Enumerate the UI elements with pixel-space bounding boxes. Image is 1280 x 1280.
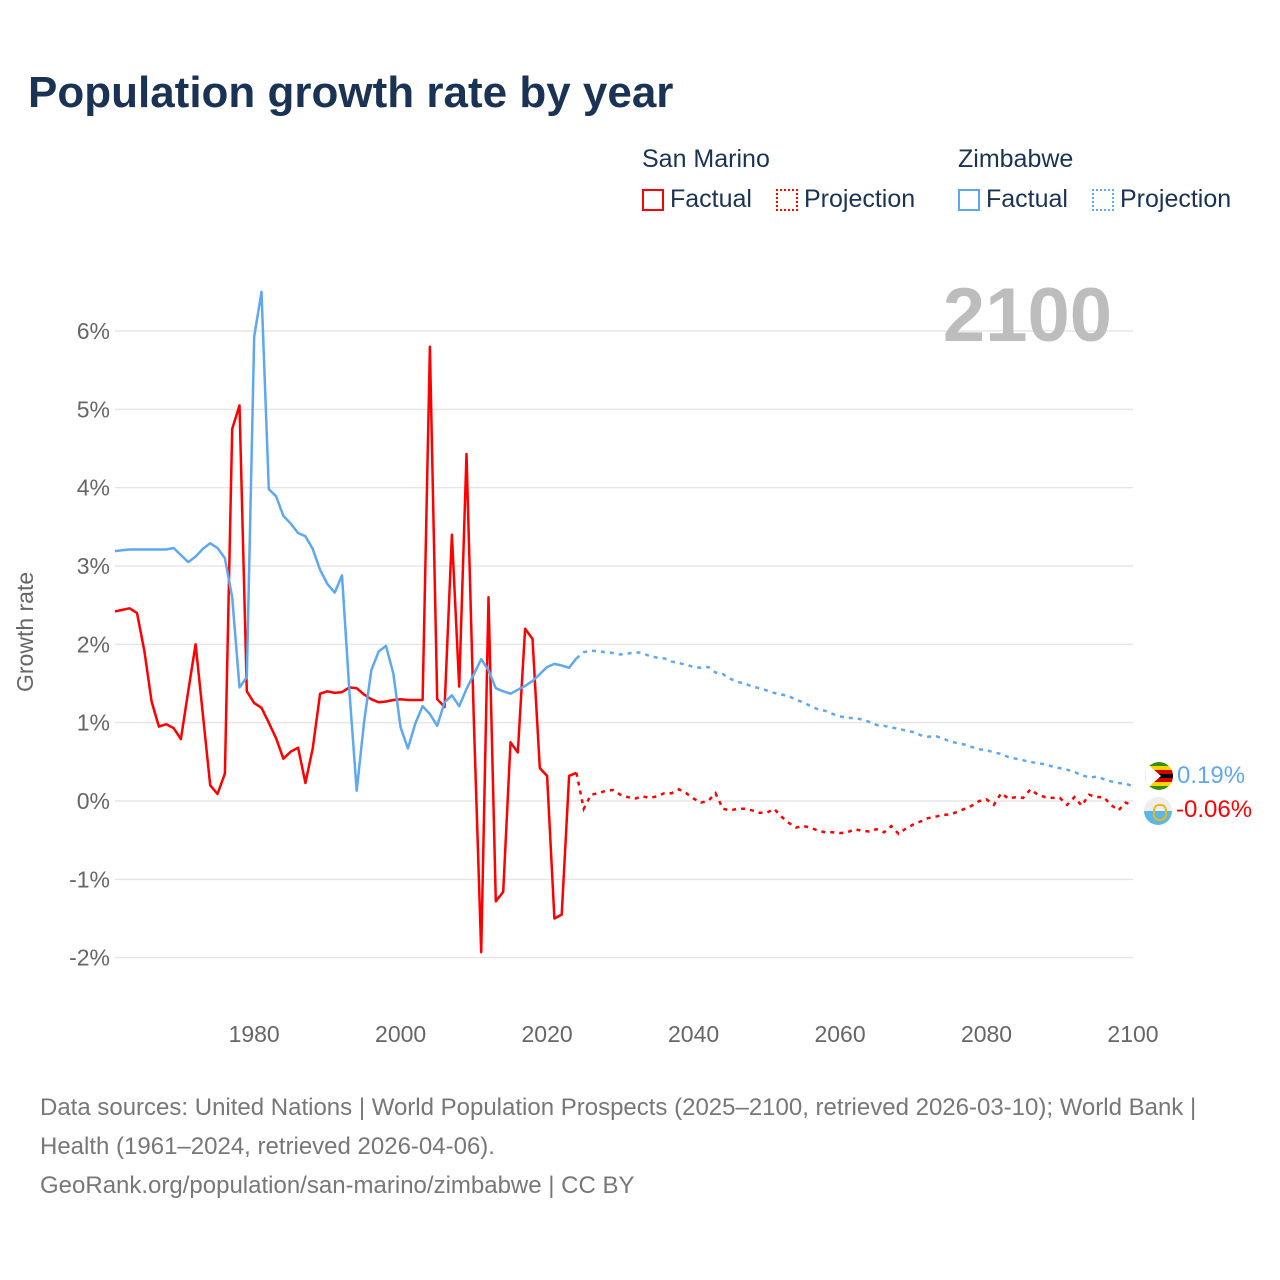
y-tick-label: 5% [77, 396, 110, 422]
x-tick-label: 2080 [961, 1021, 1012, 1047]
x-tick-label: 1980 [229, 1021, 280, 1047]
legend-label: Projection [1120, 185, 1232, 213]
y-tick-label: -2% [69, 945, 110, 971]
legend-group-zimbabwe: Zimbabwe [958, 145, 1074, 173]
y-tick-label: 2% [77, 631, 110, 657]
legend-san-marino-projection[interactable]: Projection [776, 185, 915, 214]
legend-swatch-dotted [1092, 188, 1114, 211]
x-tick-label: 2040 [668, 1021, 719, 1047]
y-tick-label: 6% [77, 318, 110, 344]
x-tick-label: 2100 [1107, 1021, 1158, 1047]
y-tick-label: 3% [77, 553, 110, 579]
legend-group-san-marino: San Marino [642, 145, 770, 173]
zimbabwe-flag-icon [1145, 762, 1173, 790]
legend-swatch-solid [958, 188, 980, 211]
legend-label: Factual [986, 185, 1068, 213]
series-line-san-marino-projection [575, 772, 1134, 836]
series-line-zimbabwe-projection [575, 649, 1134, 788]
legend-swatch-solid [642, 188, 664, 211]
x-tick-label: 2020 [522, 1021, 573, 1047]
san-marino-flag-icon [1144, 797, 1172, 825]
legend-san-marino-factual[interactable]: Factual [642, 185, 752, 214]
chart-title: Population growth rate by year [28, 68, 674, 117]
y-tick-label: 4% [77, 475, 110, 501]
y-axis-label: Growth rate [12, 571, 38, 692]
y-tick-label: -1% [69, 866, 110, 892]
series-line-zimbabwe-factual [114, 290, 578, 793]
x-tick-label: 2060 [814, 1021, 865, 1047]
y-tick-label: 1% [77, 710, 110, 736]
legend-zimbabwe-projection[interactable]: Projection [1092, 185, 1231, 214]
source-link[interactable]: GeoRank.org/population/san-marino/zimbab… [40, 1172, 635, 1199]
current-year-label: 2100 [942, 273, 1112, 358]
x-tick-label: 2000 [375, 1021, 426, 1047]
end-label-san-marino: -0.06% [1176, 796, 1253, 823]
legend-zimbabwe-factual[interactable]: Factual [958, 185, 1068, 214]
y-tick-label: 0% [77, 788, 110, 814]
data-sources: Data sources: United Nations | World Pop… [40, 1094, 1197, 1160]
legend-label: Factual [670, 185, 752, 213]
legend-swatch-dotted [776, 188, 798, 211]
series-line-san-marino-factual [114, 345, 577, 954]
footer: Data sources: United Nations | World Pop… [40, 1088, 1240, 1205]
end-label-zimbabwe: 0.19% [1177, 762, 1246, 789]
legend-label: Projection [804, 185, 916, 213]
